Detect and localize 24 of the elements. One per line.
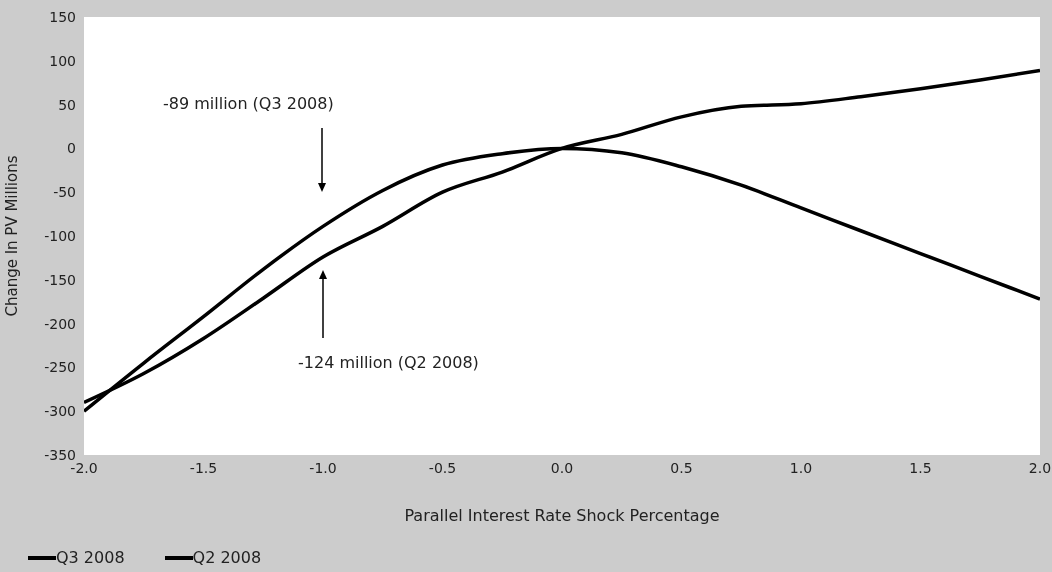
legend-label: Q3 2008: [56, 548, 125, 567]
y-tick-label: -300: [44, 403, 76, 420]
y-tick-label: -150: [44, 271, 76, 288]
x-tick-label: 1.0: [789, 459, 813, 476]
x-axis-title: Parallel Interest Rate Shock Percentage: [404, 506, 720, 525]
x-tick-label: 1.5: [909, 459, 932, 476]
x-tick-label: -1.5: [189, 459, 218, 476]
x-tick-label: -0.5: [428, 459, 457, 476]
annotation: -124 million (Q2 2008): [298, 353, 479, 372]
x-tick-label: 0.0: [550, 459, 574, 476]
y-tick-label: 100: [49, 52, 76, 69]
y-tick-label: 150: [49, 8, 76, 25]
x-tick-label: 2.0: [1028, 459, 1052, 476]
x-tick-label: 0.5: [670, 459, 693, 476]
y-tick-label: -100: [44, 227, 76, 244]
y-tick-label: -200: [44, 315, 76, 332]
y-tick-label: 50: [58, 96, 76, 113]
y-tick-label: -50: [53, 184, 76, 201]
annotation: -89 million (Q3 2008): [163, 94, 334, 113]
y-tick-label: 0: [67, 140, 76, 157]
y-tick-label: -250: [44, 359, 76, 376]
x-tick-label: -1.0: [309, 459, 337, 476]
y-axis-title: Change In PV Millions: [3, 155, 22, 317]
legend-label: Q2 2008: [192, 548, 262, 567]
